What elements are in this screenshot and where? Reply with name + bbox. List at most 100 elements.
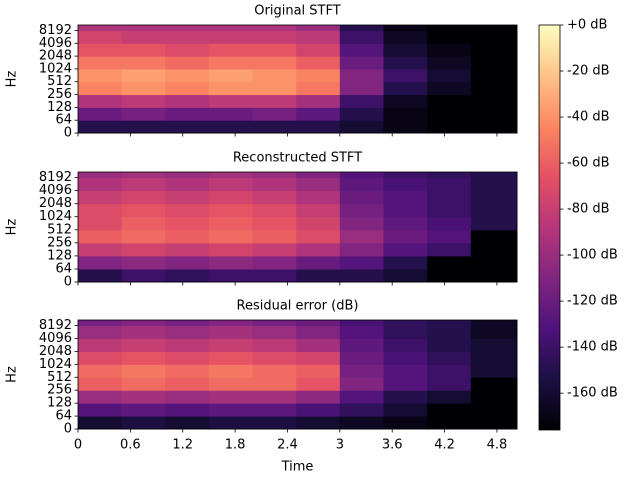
y-tick-label: 8192	[39, 318, 72, 333]
heatmap-cell	[470, 216, 518, 231]
x-tick-label: 2.4	[277, 438, 298, 453]
heatmap-cell	[252, 403, 297, 417]
heatmap-cell	[339, 338, 384, 352]
heatmap-cell	[165, 43, 210, 57]
heatmap-cell	[383, 94, 428, 108]
heatmap-cell	[427, 255, 472, 270]
heatmap-cell	[427, 56, 472, 70]
heatmap-cell	[78, 242, 123, 257]
heatmap-cell	[470, 172, 518, 179]
heatmap-cell	[383, 364, 428, 378]
heatmap-cell	[121, 338, 166, 352]
heatmap-cell	[470, 377, 518, 391]
y-tick-label: 0	[64, 126, 72, 141]
heatmap-cell	[296, 177, 341, 192]
heatmap-cell	[470, 81, 518, 96]
heatmap-cell	[339, 229, 384, 244]
heatmap-cell	[165, 268, 210, 283]
heatmap-cell	[121, 30, 166, 44]
heatmap-cell	[78, 216, 123, 231]
heatmap-cell	[252, 216, 297, 231]
heatmap-cell	[383, 81, 428, 96]
heatmap-cell	[296, 216, 341, 231]
heatmap-cell	[296, 190, 341, 205]
heatmap-cell	[296, 56, 341, 70]
heatmap-cell	[427, 94, 472, 108]
panel-title: Residual error (dB)	[237, 299, 359, 314]
colorbar-tick-label: -80 dB	[567, 202, 610, 217]
heatmap-cell	[296, 390, 341, 404]
heatmap-cell	[165, 403, 210, 417]
heatmap-cell	[339, 68, 384, 83]
heatmap-cell	[208, 255, 254, 270]
heatmap-cell	[252, 255, 297, 270]
y-tick-label: 8192	[39, 170, 72, 185]
heatmap-cell	[383, 203, 428, 218]
heatmap-cell	[165, 172, 210, 179]
heatmap-cell	[339, 216, 384, 231]
heatmap-cell	[121, 177, 166, 192]
colorbar-tick-label: +0 dB	[567, 18, 607, 33]
heatmap-cell	[470, 351, 518, 365]
heatmap-cell	[78, 43, 123, 57]
y-tick-label: 4096	[39, 183, 72, 198]
y-tick-label: 512	[47, 222, 72, 237]
heatmap-cell	[121, 43, 166, 57]
x-tick-label: 0.6	[120, 438, 141, 453]
colorbar-tick-label: -140 dB	[567, 340, 618, 355]
y-tick-label: 8192	[39, 23, 72, 38]
heatmap-cell	[78, 107, 123, 121]
heatmap-cell	[296, 43, 341, 57]
heatmap-cell	[78, 68, 123, 83]
heatmap-cell	[165, 416, 210, 430]
heatmap-cell	[427, 172, 472, 179]
y-tick-label: 128	[47, 396, 72, 411]
heatmap-cell	[165, 216, 210, 231]
heatmap-cell	[339, 242, 384, 257]
heatmap-cell	[470, 364, 518, 378]
heatmap-cell	[121, 390, 166, 404]
heatmap-cell	[296, 320, 341, 327]
heatmap-cell	[383, 351, 428, 365]
heatmap-cell	[427, 43, 472, 57]
heatmap-cell	[121, 81, 166, 96]
y-tick-label: 256	[47, 87, 72, 102]
heatmap-cell	[383, 107, 428, 121]
heatmap-cell	[427, 242, 472, 257]
heatmap-cell	[427, 403, 472, 417]
heatmap-cell	[252, 338, 297, 352]
x-tick-label: 4.2	[434, 438, 455, 453]
heatmap-cell	[78, 30, 123, 44]
heatmap-cell	[252, 203, 297, 218]
y-tick-label: 128	[47, 248, 72, 263]
heatmap-cell	[427, 120, 472, 134]
heatmap-cell	[252, 268, 297, 283]
axes-frame	[77, 319, 518, 430]
heatmap-cell	[296, 351, 341, 365]
heatmap-cell	[339, 107, 384, 121]
axes-frame	[77, 171, 518, 283]
y-tick-label: 256	[47, 383, 72, 398]
heatmap-cell	[208, 120, 254, 134]
heatmap-cell	[470, 68, 518, 83]
heatmap-cell	[121, 229, 166, 244]
heatmap-cell	[383, 25, 428, 31]
heatmap-cell	[339, 255, 384, 270]
heatmap-cell	[121, 364, 166, 378]
heatmap-cell	[427, 107, 472, 121]
heatmap-cell	[427, 203, 472, 218]
x-tick-label: 3.6	[382, 438, 403, 453]
heatmap-cell	[470, 229, 518, 244]
y-tick-label: 64	[55, 409, 72, 424]
heatmap-cell	[339, 351, 384, 365]
heatmap-cell	[78, 229, 123, 244]
heatmap-cell	[78, 320, 123, 327]
heatmap-cell	[252, 364, 297, 378]
heatmap-cell	[208, 242, 254, 257]
heatmap-cell	[165, 120, 210, 134]
heatmap-cell	[165, 351, 210, 365]
y-tick-label: 1024	[39, 61, 72, 76]
heatmap-cell	[427, 351, 472, 365]
heatmap-cell	[121, 25, 166, 31]
